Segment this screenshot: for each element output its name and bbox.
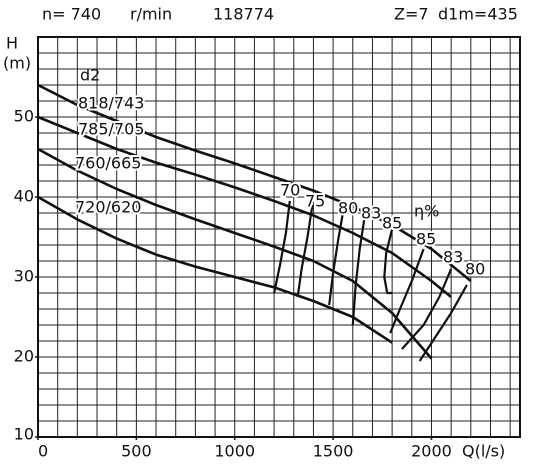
curve-label: 720/620 [75,198,141,217]
curve-label: 80 [465,260,485,279]
y-tick-label: 40 [14,187,34,206]
x-tick-label: 0 [38,442,48,461]
y-tick-label: 10 [14,425,34,444]
header-text: r/min [130,5,172,24]
y-axis-label: H [6,34,18,53]
curve [389,248,425,334]
x-tick-label: 1500 [313,442,354,461]
curve [383,228,394,295]
curve [418,284,468,362]
curve [296,204,314,298]
curve [273,200,291,294]
curve [37,115,452,299]
header-text: d1m=435 [438,5,518,24]
header-text: n= 740 [42,5,101,24]
y-tick-label: 20 [14,347,34,366]
curve-label: 785/705 [78,120,144,139]
curve [351,216,366,326]
curve-label: 83 [443,248,463,267]
curve [37,195,393,344]
x-tick-label: 500 [121,442,152,461]
header-text: 118774 [213,5,274,24]
curve-label: 760/665 [75,154,141,173]
header-text: Z=7 [394,5,429,24]
x-axis-label: Q(l/s) [462,442,505,461]
curve-label: 85 [382,214,402,233]
curve-label: 818/743 [78,94,144,113]
curve-label: 85 [416,230,436,249]
curve-label: 70 [280,181,300,200]
y-tick-label: 50 [14,107,34,126]
x-tick-label: 1000 [214,442,255,461]
plot-frame [37,36,521,438]
curve [328,212,344,306]
curve [37,83,472,283]
x-tick-label: 2000 [411,442,452,461]
curve-group-label: d2 [80,66,100,85]
efficiency-label: η% [414,202,439,221]
y-axis-unit: (m) [3,54,31,73]
curve-label: 83 [361,204,381,223]
curve [37,147,433,360]
curve [401,268,453,350]
curve-label: 80 [338,199,358,218]
y-tick-label: 30 [14,267,34,286]
curve-label: 75 [305,192,325,211]
